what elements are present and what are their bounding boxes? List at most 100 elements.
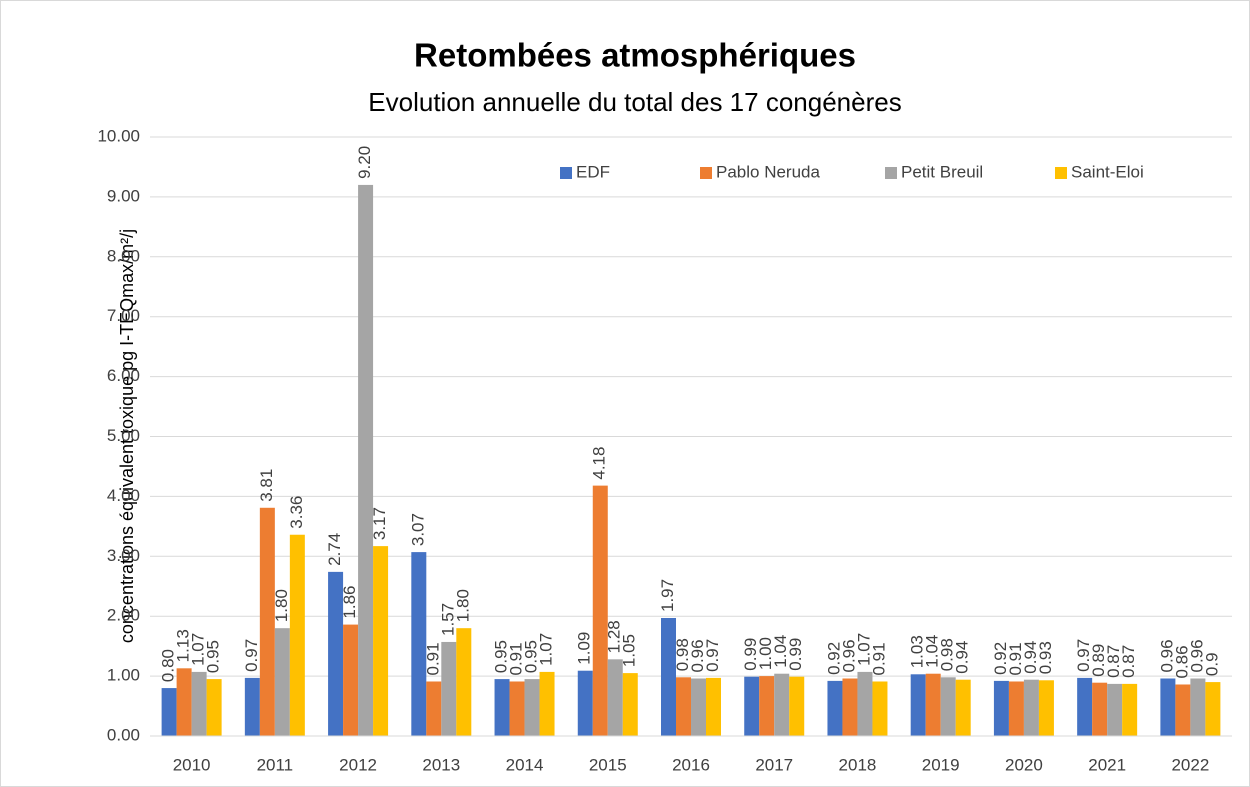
value-label: 0.99 [741, 638, 760, 671]
value-label: 0.99 [786, 638, 805, 671]
bar [1107, 683, 1123, 736]
value-label: 1.07 [189, 633, 208, 666]
y-axis-title: concentrations équivalent toxique pg I-T… [117, 229, 137, 643]
bar [872, 681, 888, 736]
y-tick-label: 2.00 [107, 606, 140, 625]
value-label: 1.09 [575, 632, 594, 665]
value-label: 0.98 [673, 638, 692, 671]
x-tick-label: 2016 [672, 755, 710, 774]
bar [1092, 682, 1108, 736]
x-tick-label: 2017 [755, 755, 793, 774]
value-label: 0.91 [507, 642, 526, 675]
value-label: 2.74 [325, 533, 344, 566]
y-tick-label: 10.00 [97, 126, 140, 145]
value-label: 0.97 [1074, 639, 1093, 672]
x-tick-label: 2022 [1171, 755, 1209, 774]
x-tick-label: 2019 [922, 755, 960, 774]
value-label: 0.96 [688, 639, 707, 672]
value-label: 0.94 [953, 641, 972, 674]
value-label: 0.97 [242, 639, 261, 672]
bar [456, 628, 472, 736]
bar [176, 668, 192, 736]
y-tick-label: 0.00 [107, 725, 140, 744]
chart-subtitle: Evolution annuelle du total des 17 congé… [368, 87, 901, 117]
value-label: 0.87 [1119, 645, 1138, 678]
y-tick-label: 3.00 [107, 546, 140, 565]
value-label: 1.03 [908, 635, 927, 668]
legend-swatch [700, 167, 712, 179]
x-tick-label: 2013 [422, 755, 460, 774]
value-label: 1.07 [854, 633, 873, 666]
bar [774, 673, 790, 736]
value-label: 4.18 [590, 447, 609, 480]
value-label: 0.96 [1187, 639, 1206, 672]
value-label: 0.95 [492, 640, 511, 673]
value-label: 0.96 [839, 639, 858, 672]
bar [1190, 678, 1206, 736]
bar [622, 673, 638, 736]
value-label: 0.89 [1089, 644, 1108, 677]
bar [1038, 680, 1054, 736]
bar [1175, 684, 1191, 736]
value-label: 0.92 [824, 642, 843, 675]
bar [191, 671, 207, 736]
bar [244, 677, 260, 736]
value-label: 1.05 [620, 634, 639, 667]
value-label: 0.91 [1006, 642, 1025, 675]
y-tick-label: 4.00 [107, 486, 140, 505]
y-tick-label: 8.00 [107, 246, 140, 265]
bar [494, 679, 510, 736]
value-label: 1.07 [537, 633, 556, 666]
value-label: 1.00 [756, 637, 775, 670]
bar [509, 681, 525, 736]
bar [1077, 677, 1093, 736]
bar [441, 641, 457, 736]
y-tick-label: 6.00 [107, 366, 140, 385]
bar [691, 678, 706, 736]
bar [1122, 683, 1138, 736]
bar [274, 628, 290, 736]
bar [289, 534, 305, 736]
value-label: 0.86 [1172, 645, 1191, 678]
value-label: 0.95 [204, 640, 223, 673]
value-label: 0.92 [991, 642, 1010, 675]
legend-swatch [560, 167, 572, 179]
value-label: 9.20 [355, 146, 374, 179]
bar [661, 617, 676, 736]
bar [343, 624, 359, 736]
bar [1160, 678, 1176, 736]
x-tick-label: 2010 [173, 755, 211, 774]
bar [1008, 681, 1024, 736]
value-label: 1.13 [174, 629, 193, 662]
bar [592, 485, 608, 736]
value-label: 1.04 [923, 635, 942, 668]
bar [744, 676, 760, 736]
legend-label: Petit Breuil [901, 162, 983, 181]
bar [925, 673, 941, 736]
value-label: 0.80 [159, 649, 178, 682]
legend-swatch [1055, 167, 1067, 179]
value-label: 1.28 [605, 620, 624, 653]
bar [789, 676, 805, 736]
bar [524, 679, 540, 736]
x-tick-label: 2015 [589, 755, 627, 774]
value-label: 3.81 [257, 469, 276, 502]
value-label: 1.86 [340, 585, 359, 618]
y-tick-label: 7.00 [107, 306, 140, 325]
value-label: 1.97 [658, 579, 677, 612]
value-label: 1.57 [438, 603, 457, 636]
bar [358, 184, 374, 737]
value-label: 3.17 [370, 507, 389, 540]
legend-label: EDF [576, 162, 610, 181]
bar [940, 677, 956, 736]
bar [857, 671, 873, 736]
value-label: 0.9 [1202, 652, 1221, 676]
value-label: 0.91 [869, 642, 888, 675]
bar [328, 571, 344, 736]
bar [759, 676, 775, 736]
bar [1023, 679, 1039, 736]
x-tick-label: 2020 [1005, 755, 1043, 774]
x-tick-label: 2014 [506, 755, 544, 774]
value-label: 0.95 [522, 640, 541, 673]
